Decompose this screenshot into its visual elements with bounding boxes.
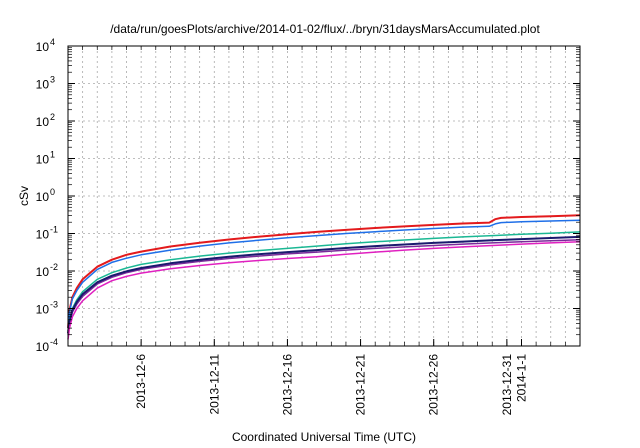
x-tick-label: 2013-12-11 <box>207 354 221 415</box>
x-axis-label: Coordinated Universal Time (UTC) <box>232 430 416 444</box>
y-tick-label: 10 <box>36 40 50 54</box>
x-tick-label: 2013-12-31 <box>500 354 514 416</box>
y-tick-exponent: 1 <box>50 150 55 160</box>
x-tick-label: 2013-12-6 <box>134 354 148 409</box>
y-tick-exponent: 3 <box>50 75 55 85</box>
chart-title: /data/run/goesPlots/archive/2014-01-02/f… <box>110 22 540 36</box>
series-group <box>67 214 581 340</box>
y-tick-exponent: -3 <box>50 300 58 310</box>
y-tick-exponent: -2 <box>50 262 58 272</box>
y-tick-label: 10 <box>36 303 50 317</box>
y-tick-label: 10 <box>36 153 50 167</box>
grid <box>68 46 580 346</box>
series-line-3 <box>67 231 581 332</box>
y-tick-label: 10 <box>36 190 50 204</box>
y-tick-label: 10 <box>36 78 50 92</box>
x-axis: 2013-12-6 2013-12-11 2013-12-16 2013-12-21 2… <box>82 46 566 416</box>
y-tick-exponent: 4 <box>50 37 55 47</box>
series-line-6 <box>67 241 581 340</box>
x-tick-label: 2013-12-21 <box>354 354 368 416</box>
x-tick-label: 2013-12-26 <box>427 354 441 416</box>
y-tick-label: 10 <box>36 340 50 354</box>
series-line-2 <box>67 219 581 329</box>
y-axis-label: cSv <box>17 186 31 206</box>
y-tick-label: 10 <box>36 115 50 129</box>
y-tick-exponent: -4 <box>50 337 58 347</box>
y-tick-exponent: 2 <box>50 112 55 122</box>
x-tick-label: 2013-12-16 <box>280 354 294 416</box>
series-line-4 <box>67 239 581 335</box>
y-tick-label: 10 <box>36 228 50 242</box>
series-line-5 <box>67 235 581 334</box>
x-tick-label: 2014-1-1 <box>514 354 528 402</box>
y-tick-label: 10 <box>36 265 50 279</box>
y-tick-exponent: -1 <box>50 225 58 235</box>
series-line-1 <box>67 214 581 329</box>
y-tick-exponent: 0 <box>50 187 55 197</box>
